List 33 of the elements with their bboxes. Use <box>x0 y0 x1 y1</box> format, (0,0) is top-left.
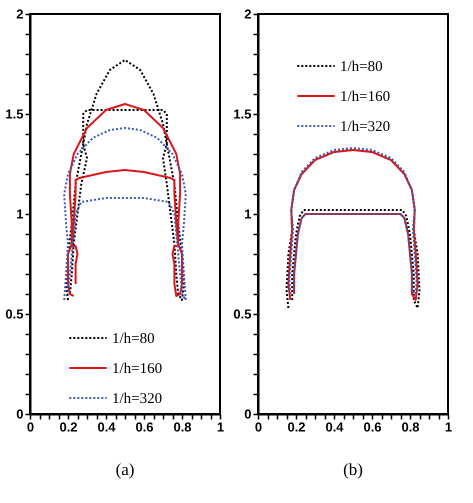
y-tick-label: 0.5 <box>5 306 24 322</box>
line-series <box>63 127 187 301</box>
x-tick-label: 0.4 <box>325 420 344 434</box>
legend-label: 1/h=80 <box>112 331 155 347</box>
text: (b) <box>343 460 363 479</box>
legend-label: 1/h=160 <box>112 361 162 377</box>
x-tick-label: 0.4 <box>97 420 116 434</box>
x-tick-label: 0.6 <box>135 420 154 434</box>
y-tick-label: 2 <box>244 6 252 22</box>
x-tick-label: 0.6 <box>363 420 382 434</box>
y-tick-label: 0 <box>16 406 24 422</box>
line-series <box>67 103 183 297</box>
y-tick-label: 0 <box>244 406 252 422</box>
x-tick-label: 0.8 <box>173 420 192 434</box>
y-tick-label: 2 <box>16 6 24 22</box>
y-tick-label: 1.5 <box>233 106 252 122</box>
text: (a) <box>116 460 134 479</box>
x-tick-label: 0 <box>26 420 34 434</box>
line-series <box>65 59 185 301</box>
legend-label: 1/h=80 <box>340 59 383 75</box>
x-tick-label: 0.8 <box>401 420 420 434</box>
y-tick-label: 1 <box>244 206 252 222</box>
x-tick-label: 0.2 <box>59 420 78 434</box>
x-tick-label: 0.2 <box>287 420 306 434</box>
x-tick-label: 1 <box>216 420 224 434</box>
legend-label: 1/h=160 <box>340 89 390 105</box>
x-tick-label: 0 <box>254 420 262 434</box>
y-tick-label: 1 <box>16 206 24 222</box>
legend-label: 1/h=320 <box>340 119 390 135</box>
legend-label: 1/h=320 <box>112 391 162 407</box>
y-tick-label: 0.5 <box>233 306 252 322</box>
y-tick-label: 1.5 <box>5 106 24 122</box>
x-tick-label: 1 <box>444 420 452 434</box>
